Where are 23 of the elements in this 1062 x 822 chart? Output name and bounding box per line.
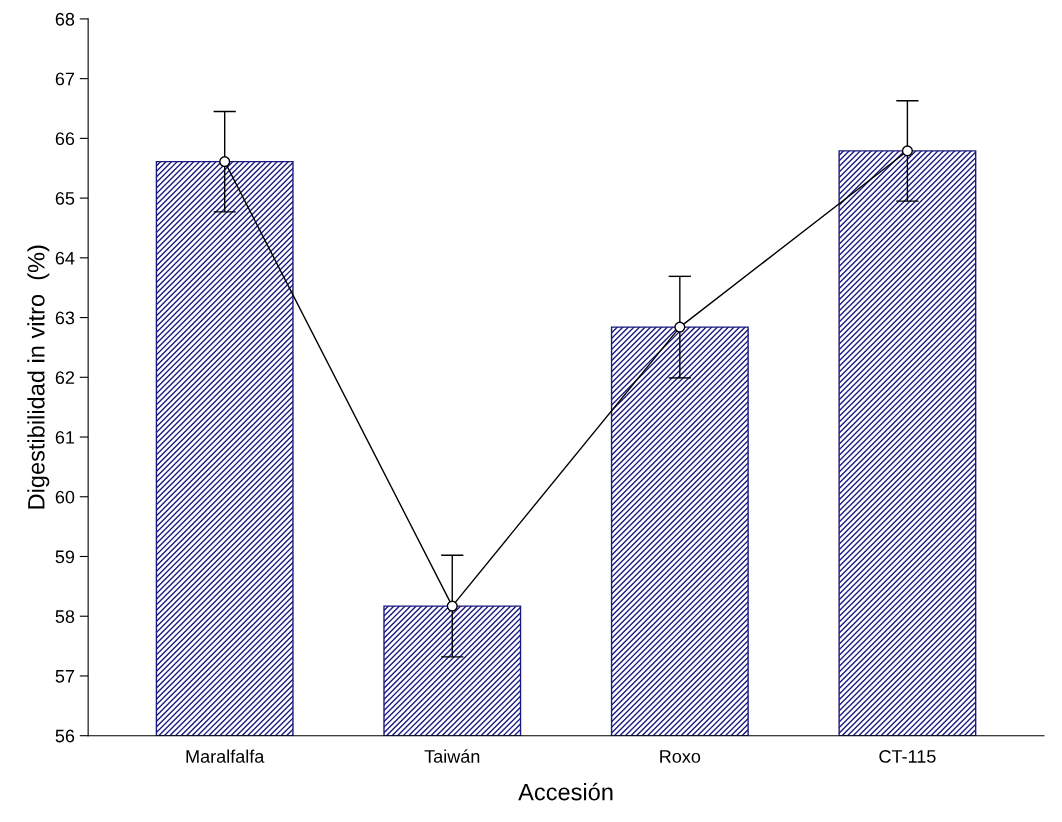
x-tick-label: CT-115 bbox=[879, 750, 936, 763]
x-axis-title: Accesión bbox=[518, 782, 613, 801]
y-tick-label: 59 bbox=[55, 550, 75, 564]
y-tick-label: 66 bbox=[55, 132, 75, 146]
y-tick-label: 61 bbox=[55, 430, 75, 444]
y-tick-label: 56 bbox=[55, 729, 75, 743]
x-tick-label: Taiwán bbox=[424, 749, 480, 763]
y-tick-label: 63 bbox=[55, 311, 75, 325]
point bbox=[674, 321, 686, 333]
y-tick-label: 58 bbox=[55, 610, 75, 623]
y-tick-label: 62 bbox=[55, 371, 75, 385]
y-tick-label: 65 bbox=[55, 192, 75, 205]
point bbox=[446, 600, 458, 612]
x-tick-label: Maralfalfa bbox=[186, 749, 265, 763]
point bbox=[901, 145, 913, 157]
y-tick-label: 68 bbox=[55, 12, 75, 26]
point bbox=[219, 156, 231, 168]
y-tick-label: 60 bbox=[55, 490, 75, 504]
y-tick-label: 64 bbox=[55, 251, 75, 265]
y-tick-label: 57 bbox=[55, 670, 75, 683]
x-tick-label: Roxo bbox=[660, 750, 701, 763]
y-tick-label: 67 bbox=[55, 72, 75, 86]
y-axis-title: Digestibilidad in vitro (%) bbox=[27, 245, 50, 509]
